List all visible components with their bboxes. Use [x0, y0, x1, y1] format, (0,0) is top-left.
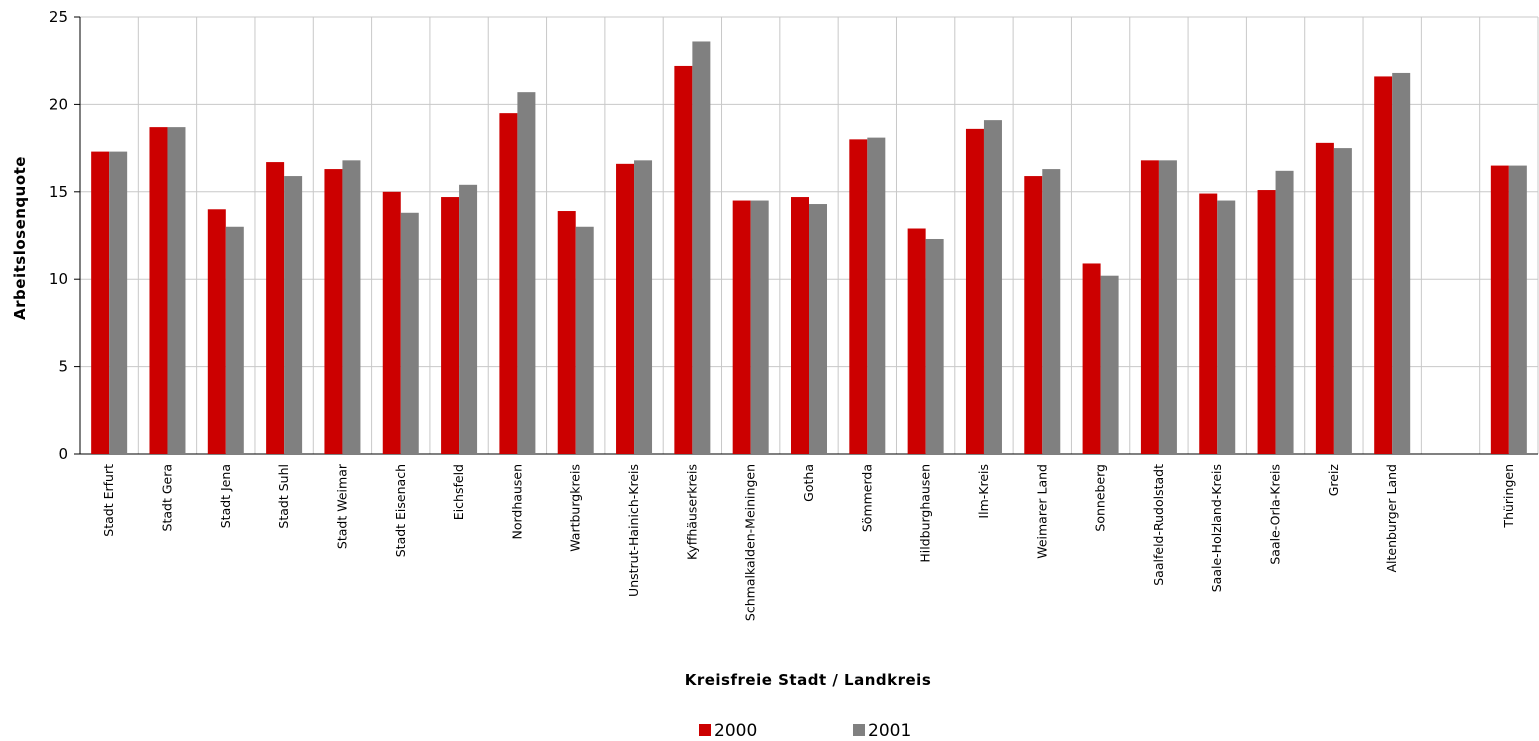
- bar-2000-Stadt Erfurt: [91, 151, 110, 454]
- bar-2001-Stadt Erfurt: [109, 151, 128, 454]
- bar-2001-Saale-Holzland-Kreis: [1217, 200, 1236, 454]
- y-tick-label: 25: [49, 8, 68, 26]
- bar-2000-Stadt Weimar: [324, 169, 343, 455]
- x-category-label: Altenburger Land: [1384, 464, 1399, 573]
- x-category-label: Stadt Suhl: [276, 464, 291, 529]
- bar-2000-Thüringen: [1490, 165, 1509, 454]
- bar-2000-Altenburger Land: [1374, 76, 1393, 454]
- x-category-label: Ilm-Kreis: [976, 464, 991, 519]
- x-category-label: Weimarer Land: [1034, 464, 1049, 559]
- x-category-labels: Stadt Erfurt Stadt Gera Stadt Jena Stadt Su…: [101, 463, 1516, 621]
- x-category-label: Greiz: [1326, 464, 1341, 497]
- x-category-label: Kyffhäuserkreis: [684, 464, 699, 560]
- y-tick-label: 0: [58, 445, 68, 463]
- y-tick-label: 15: [49, 183, 68, 201]
- bar-2001-Schmalkalden-Meiningen: [750, 200, 769, 454]
- bar-2001-Hildburghausen: [925, 238, 944, 454]
- bar-2001-Greiz: [1333, 148, 1352, 454]
- bar-2001-Ilm-Kreis: [983, 120, 1002, 454]
- bar-2000-Saalfeld-Rudolstadt: [1140, 160, 1159, 454]
- y-tick-label: 10: [49, 270, 68, 288]
- legend-label-2000: 2000: [714, 721, 757, 741]
- bar-2000-Saale-Holzland-Kreis: [1199, 193, 1218, 454]
- x-category-label: Hildburghausen: [918, 464, 933, 563]
- bar-2001-Altenburger Land: [1392, 72, 1411, 454]
- x-category-label: Gotha: [801, 464, 816, 502]
- bar-2000-Stadt Eisenach: [382, 191, 401, 455]
- bar-2001-Stadt Weimar: [342, 160, 361, 454]
- bar-2000-Kyffhäuserkreis: [674, 65, 693, 454]
- x-category-label: Wartburgkreis: [568, 464, 583, 552]
- x-category-label: Eichsfeld: [451, 464, 466, 520]
- bar-2001-Unstrut-Hainich-Kreis: [634, 160, 653, 454]
- bar-2000-Schmalkalden-Meiningen: [732, 200, 751, 454]
- bar-2000-Eichsfeld: [441, 197, 460, 454]
- y-tick-labels: 0 5 10 15 20 25: [49, 8, 68, 463]
- bar-2001-Thüringen: [1508, 165, 1527, 454]
- bar-2000-Sonneberg: [1082, 263, 1101, 454]
- x-category-label: Sonneberg: [1093, 464, 1108, 532]
- bar-2000-Hildburghausen: [907, 228, 926, 454]
- bar-2000-Greiz: [1315, 142, 1334, 454]
- x-category-label: Unstrut-Hainich-Kreis: [626, 464, 641, 597]
- bar-2000-Stadt Jena: [207, 209, 226, 454]
- bar-2001-Stadt Jena: [225, 226, 244, 454]
- legend-label-2001: 2001: [868, 721, 911, 741]
- x-category-label: Stadt Jena: [218, 464, 233, 528]
- x-category-label: Stadt Weimar: [334, 463, 349, 549]
- legend: 2000 2001: [699, 721, 911, 741]
- bar-2000-Stadt Gera: [149, 127, 168, 455]
- x-category-label: Sömmerda: [859, 464, 874, 532]
- x-category-label: Stadt Gera: [159, 464, 174, 531]
- y-axis-title: Arbeitslosenquote: [11, 156, 29, 320]
- bar-2000-Saale-Orla-Kreis: [1257, 190, 1276, 454]
- bar-2000-Nordhausen: [499, 113, 518, 454]
- bar-2001-Wartburgkreis: [575, 226, 594, 454]
- bars: [91, 41, 1527, 455]
- x-category-label: Thüringen: [1501, 464, 1516, 529]
- grid-lines: [74, 16, 1539, 455]
- x-category-label: Saale-Holzland-Kreis: [1209, 464, 1224, 592]
- bar-2001-Stadt Gera: [167, 127, 186, 455]
- bar-2001-Nordhausen: [517, 92, 536, 454]
- y-tick-label: 5: [58, 358, 68, 376]
- bar-2001-Eichsfeld: [459, 184, 478, 455]
- legend-swatch-2000: [699, 724, 711, 736]
- bar-2000-Unstrut-Hainich-Kreis: [616, 163, 635, 454]
- legend-swatch-2001: [853, 724, 865, 736]
- bar-2001-Sömmerda: [867, 137, 886, 454]
- bar-2000-Wartburgkreis: [557, 211, 576, 454]
- bar-2000-Sömmerda: [849, 139, 868, 455]
- x-category-label: Saalfeld-Rudolstadt: [1151, 464, 1166, 586]
- bar-2001-Saale-Orla-Kreis: [1275, 170, 1294, 454]
- bar-2000-Weimarer Land: [1024, 176, 1043, 454]
- bar-2001-Sonneberg: [1100, 275, 1119, 454]
- bar-2001-Stadt Suhl: [284, 176, 303, 454]
- y-tick-label: 20: [49, 95, 68, 113]
- bar-2000-Gotha: [791, 197, 809, 454]
- x-category-label: Saale-Orla-Kreis: [1268, 464, 1283, 565]
- bar-2001-Weimarer Land: [1042, 169, 1061, 455]
- bar-2001-Stadt Eisenach: [400, 212, 419, 454]
- bar-2001-Gotha: [809, 204, 827, 454]
- bar-2000-Ilm-Kreis: [965, 128, 984, 454]
- x-category-label: Stadt Eisenach: [393, 464, 408, 557]
- x-category-label: Nordhausen: [509, 464, 524, 539]
- bar-2001-Saalfeld-Rudolstadt: [1158, 160, 1177, 454]
- bar-2000-Stadt Suhl: [266, 162, 285, 455]
- bar-2001-Kyffhäuserkreis: [692, 41, 711, 455]
- x-category-label: Schmalkalden-Meiningen: [743, 464, 758, 621]
- x-category-label: Stadt Erfurt: [101, 464, 116, 537]
- x-axis-title: Kreisfreie Stadt / Landkreis: [685, 671, 932, 689]
